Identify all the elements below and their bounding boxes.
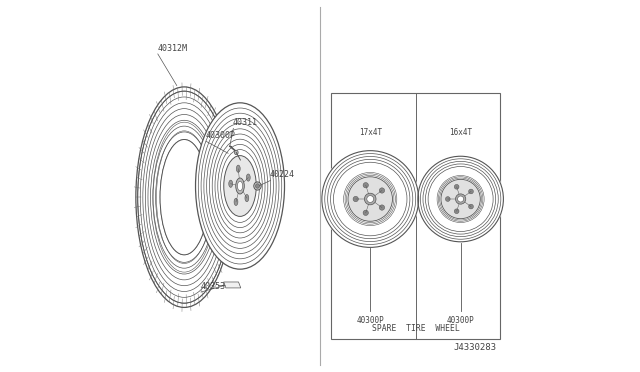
Ellipse shape — [234, 150, 238, 155]
Circle shape — [348, 177, 392, 221]
Circle shape — [454, 209, 459, 214]
Circle shape — [417, 155, 504, 243]
Ellipse shape — [160, 140, 209, 255]
Polygon shape — [223, 282, 241, 288]
Circle shape — [380, 205, 385, 210]
Ellipse shape — [245, 195, 249, 202]
Circle shape — [363, 210, 369, 215]
Circle shape — [456, 194, 466, 204]
Text: 40300P: 40300P — [356, 316, 384, 325]
Circle shape — [367, 196, 374, 202]
Ellipse shape — [236, 165, 240, 172]
Text: 40353: 40353 — [200, 282, 225, 291]
Ellipse shape — [224, 155, 256, 217]
Circle shape — [364, 193, 376, 205]
Circle shape — [468, 189, 474, 194]
Text: SPARE  TIRE  WHEEL: SPARE TIRE WHEEL — [372, 324, 460, 333]
Circle shape — [445, 197, 450, 201]
Text: 16x4T: 16x4T — [449, 128, 472, 137]
Text: 17x4T: 17x4T — [358, 128, 382, 137]
Circle shape — [353, 196, 358, 202]
Text: 40300P: 40300P — [447, 316, 474, 325]
Circle shape — [380, 188, 385, 193]
Text: 40311: 40311 — [232, 118, 257, 127]
Bar — [331, 93, 500, 339]
Ellipse shape — [228, 180, 232, 187]
Circle shape — [458, 196, 463, 202]
Circle shape — [363, 183, 369, 188]
Text: 40312M: 40312M — [157, 44, 187, 53]
Circle shape — [468, 204, 474, 209]
Circle shape — [441, 179, 480, 219]
Ellipse shape — [138, 91, 231, 303]
Ellipse shape — [246, 174, 250, 181]
Ellipse shape — [196, 103, 285, 269]
Circle shape — [454, 185, 459, 189]
Ellipse shape — [237, 181, 243, 191]
Ellipse shape — [254, 182, 261, 190]
Ellipse shape — [236, 178, 244, 194]
Ellipse shape — [234, 198, 238, 205]
Ellipse shape — [255, 184, 260, 188]
Circle shape — [321, 150, 420, 248]
Text: J4330283: J4330283 — [454, 343, 497, 352]
Text: 40300P: 40300P — [205, 131, 236, 140]
Text: 40224: 40224 — [270, 170, 295, 179]
